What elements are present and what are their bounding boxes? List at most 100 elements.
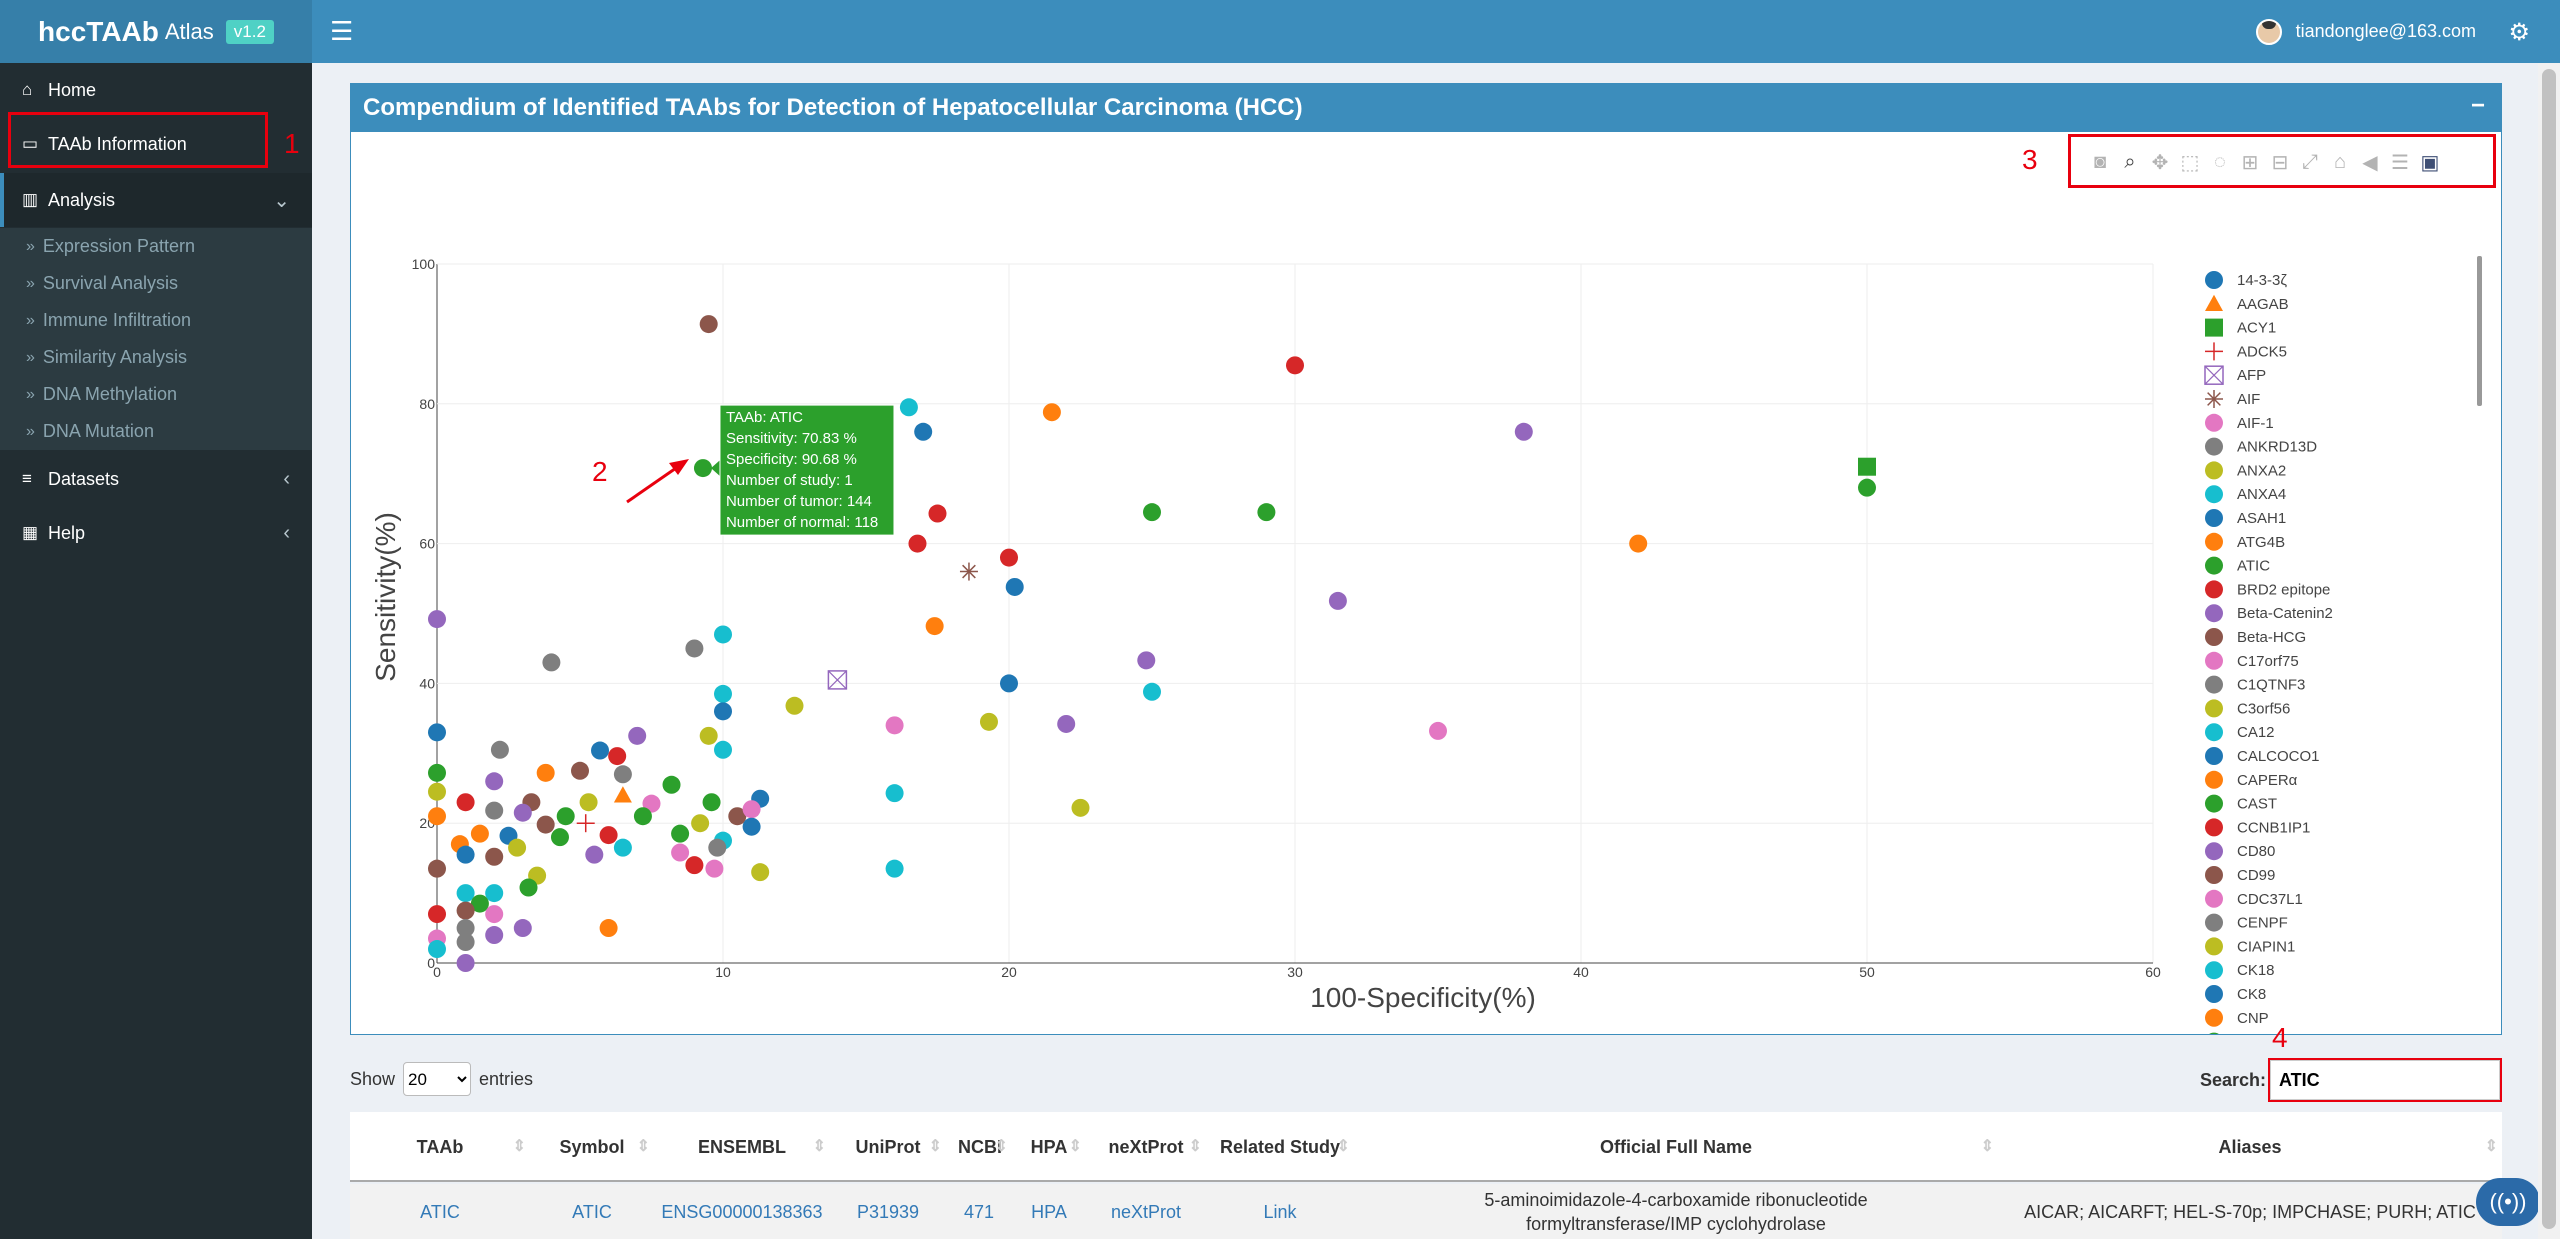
pan-icon[interactable]: ✥	[2151, 152, 2169, 174]
table-cell[interactable]: 471	[963, 1201, 995, 1222]
column-header[interactable]: Related Study ⇕	[1206, 1112, 1354, 1182]
data-point	[456, 901, 475, 920]
legend-label: AIF	[2237, 391, 2260, 408]
data-point	[579, 793, 598, 812]
legend-label: 14-3-3ζ	[2237, 272, 2287, 289]
data-point	[899, 398, 918, 417]
submenu-item-dna-methylation[interactable]: » DNA Methylation	[26, 376, 177, 413]
sidebar-item-label: Datasets	[48, 468, 120, 489]
page-length-control: Show 20 entries	[350, 1062, 533, 1096]
reset-axes-icon[interactable]: ⌂	[2333, 151, 2347, 173]
sidebar-item-home[interactable]: ⌂ Home	[0, 63, 312, 117]
scrollbar-thumb[interactable]	[2542, 69, 2556, 1229]
table-cell[interactable]: HPA	[1031, 1201, 1067, 1222]
column-header[interactable]: NCBI ⇕	[946, 1112, 1012, 1182]
zoom-in-icon[interactable]: ⊞	[2241, 152, 2259, 174]
submenu-item-similarity-analysis[interactable]: » Similarity Analysis	[26, 339, 187, 376]
entries-select[interactable]: 20	[403, 1062, 472, 1096]
sidebar-item-help[interactable]: ▦ Help ‹	[0, 506, 312, 560]
table-cell[interactable]: Link	[1263, 1201, 1297, 1222]
show-label: Show	[350, 1068, 396, 1089]
spike-lines-icon[interactable]: ◀	[2362, 152, 2378, 174]
column-header[interactable]: Symbol ⇕	[530, 1112, 654, 1182]
data-point	[908, 534, 927, 553]
submenu-item-expression-pattern[interactable]: » Expression Pattern	[26, 228, 195, 265]
column-header[interactable]: Aliases ⇕	[1998, 1112, 2502, 1182]
user-menu[interactable]: tiandonglee@163.com	[2255, 0, 2476, 63]
annotation-box-4	[2268, 1058, 2502, 1102]
data-point	[1137, 651, 1156, 670]
compare-hover-icon[interactable]: ☰	[2391, 152, 2409, 174]
table-cell[interactable]: neXtProt	[1110, 1201, 1182, 1222]
user-email: tiandonglee@163.com	[2295, 21, 2476, 41]
data-point	[959, 562, 978, 581]
data-point	[608, 747, 627, 766]
data-point	[785, 696, 804, 715]
column-header[interactable]: ENSEMBL ⇕	[654, 1112, 830, 1182]
legend-label: CIAPIN1	[2237, 938, 2295, 955]
legend-label: CA12	[2237, 724, 2275, 741]
data-point	[470, 824, 489, 843]
collapse-button[interactable]: −	[2470, 92, 2485, 119]
column-header[interactable]: UniProt ⇕	[830, 1112, 946, 1182]
data-point	[613, 786, 632, 803]
column-header[interactable]: TAAb ⇕	[350, 1112, 530, 1182]
data-point	[751, 863, 770, 882]
cogs-icon[interactable]: ⚙	[2508, 19, 2530, 46]
lasso-icon[interactable]: ◌	[2214, 151, 2226, 173]
legend-marker	[2205, 342, 2223, 361]
chevron-down-icon: ⌄	[273, 189, 290, 212]
table-cell[interactable]: ATIC	[572, 1201, 612, 1222]
legend-marker	[2205, 532, 2223, 551]
app-logo[interactable]: hccTAAb Atlas v1.2	[0, 0, 312, 63]
analysis-submenu: » Expression Pattern » Survival Analysis »…	[0, 228, 312, 450]
legend-label: AAGAB	[2237, 296, 2289, 313]
autoscale-icon[interactable]: ⤢	[2302, 151, 2318, 173]
table-cell[interactable]: ENSG00000138363	[661, 1201, 823, 1222]
legend-label: ACY1	[2237, 320, 2276, 337]
legend-marker	[2205, 604, 2223, 623]
broadcast-icon[interactable]: ((•))	[2476, 1178, 2540, 1226]
box-select-icon[interactable]: ⬚	[2180, 152, 2200, 174]
submenu-item-dna-mutation[interactable]: » DNA Mutation	[26, 413, 154, 450]
sidebar-item-label: TAAb Information	[48, 133, 187, 154]
hamburger-icon[interactable]: ☰	[330, 16, 354, 46]
y-tick-label: 80	[419, 396, 435, 412]
submenu-item-label: Similarity Analysis	[42, 347, 187, 367]
data-point	[885, 716, 904, 735]
x-tick-label: 60	[2145, 964, 2161, 980]
data-point	[513, 803, 532, 822]
bar-chart-icon: ▥	[22, 190, 39, 209]
search-input[interactable]	[2270, 1060, 2500, 1100]
table-cell[interactable]: ATIC	[420, 1201, 460, 1222]
camera-icon[interactable]: ◙	[2093, 151, 2107, 173]
sidebar-item-analysis[interactable]: ▥ Analysis ⌄	[0, 173, 312, 227]
column-header-label: neXtProt	[1108, 1137, 1184, 1157]
sidebar-item-datasets[interactable]: ≡ Datasets ‹	[0, 452, 312, 506]
data-point	[633, 807, 652, 826]
legend-label: CDC37L1	[2237, 891, 2303, 908]
y-tick-label: 40	[419, 675, 435, 691]
submenu-item-label: Immune Infiltration	[42, 310, 191, 330]
sidebar-item-taab-information[interactable]: ▭ TAAb Information	[0, 117, 312, 171]
sidebar-item-label: Home	[48, 79, 97, 100]
double-chevron-icon: »	[26, 385, 35, 403]
x-tick-label: 30	[1287, 964, 1303, 980]
column-header[interactable]: HPA ⇕	[1012, 1112, 1086, 1182]
page-scrollbar[interactable]	[2538, 63, 2560, 1239]
data-point	[671, 824, 690, 843]
plotly-logo-icon[interactable]: ▣	[2420, 152, 2440, 174]
table-cell[interactable]: P31939	[856, 1201, 920, 1222]
data-point	[628, 726, 647, 745]
legend-marker	[2205, 390, 2223, 408]
legend-label: CAST	[2237, 796, 2277, 813]
column-header[interactable]: neXtProt ⇕	[1086, 1112, 1206, 1182]
column-header[interactable]: Official Full Name ⇕	[1354, 1112, 1998, 1182]
submenu-item-survival-analysis[interactable]: » Survival Analysis	[26, 265, 178, 302]
zoom-icon[interactable]: ⌕	[2124, 151, 2136, 173]
submenu-item-immune-infiltration[interactable]: » Immune Infiltration	[26, 302, 191, 339]
zoom-out-icon[interactable]: ⊟	[2271, 152, 2289, 174]
y-tick-label: 0	[427, 955, 435, 971]
